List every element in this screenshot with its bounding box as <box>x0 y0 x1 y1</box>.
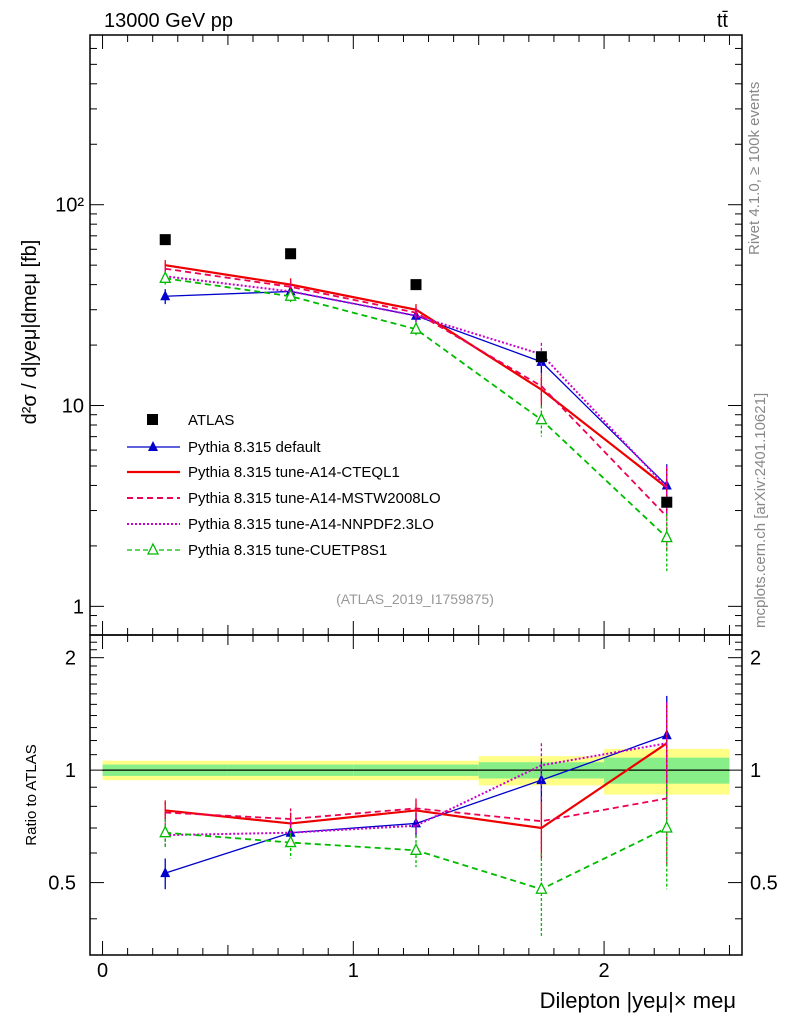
axis-layer: 1 10 10² 0.5 0.5 1 1 2 2 0 1 2 <box>48 34 778 982</box>
legend-mstw-label: Pythia 8.315 tune-A14-MSTW2008LO <box>188 490 441 507</box>
atlas-point-1 <box>285 248 297 260</box>
legend-cteql1-label: Pythia 8.315 tune-A14-CTEQL1 <box>188 464 400 481</box>
series-4-main-line <box>165 277 668 539</box>
xtick-label-0: 0 <box>97 960 108 982</box>
legend-atlas-label: ATLAS <box>188 412 234 429</box>
ratio-ytick-label-left-2: 2 <box>65 648 76 670</box>
legend: ATLAS Pythia 8.315 default Pythia 8.315 … <box>127 412 441 559</box>
series-3-main-line <box>165 275 668 489</box>
energy-label: 13000 GeV pp <box>104 10 233 32</box>
legend-cuetp8s1-marker <box>146 542 160 555</box>
atlas-point-2 <box>410 279 422 291</box>
data-layer <box>102 234 730 936</box>
main-y-axis-label: d²σ / d|yeμ|dmeμ [fb] <box>19 240 41 425</box>
ratio-plot-frame <box>89 634 743 956</box>
atlas-point-4 <box>661 496 673 508</box>
ratio-ytick-label-left-0: 0.5 <box>48 873 76 895</box>
series-4-main-point-3 <box>535 412 548 425</box>
series-4-ratio-point-2 <box>409 842 423 855</box>
series-4-main-point-2 <box>409 321 423 334</box>
atlas-point-0 <box>159 234 171 246</box>
series-4-ratio-point-0 <box>159 825 172 838</box>
series-4-ratio-point-1 <box>284 835 297 848</box>
legend-nnpdf-label: Pythia 8.315 tune-A14-NNPDF2.3LO <box>188 516 434 533</box>
series-4-ratio-point-3 <box>535 881 548 894</box>
analysis-label: (ATLAS_2019_I1759875) <box>336 591 494 607</box>
process-label: tt̄ <box>717 10 729 32</box>
atlas-point-3 <box>535 351 547 363</box>
ratio-ytick-label-right-1: 1 <box>750 760 761 782</box>
rivet-version-label: Rivet 4.1.0, ≥ 100k events <box>746 82 763 255</box>
series-4-main-point-1 <box>284 288 297 301</box>
series-0-main-point-0 <box>160 290 171 301</box>
series-4-main-point-0 <box>159 270 172 283</box>
series-4-main-point-4 <box>660 530 673 543</box>
xtick-label-2: 2 <box>599 960 610 982</box>
ratio-ytick-label-right-0: 0.5 <box>750 873 778 895</box>
x-axis-label: Dilepton |yeμ|× meμ <box>540 988 736 1013</box>
legend-cuetp8s1-label: Pythia 8.315 tune-CUETP8S1 <box>188 542 387 559</box>
ratio-ytick-label-left-1: 1 <box>65 760 76 782</box>
ratio-ytick-label-right-2: 2 <box>750 648 761 670</box>
main-ytick-label-0: 1 <box>73 596 84 618</box>
series-4-ratio-point-4 <box>660 820 673 833</box>
main-ytick-label-2: 10² <box>55 195 84 217</box>
legend-default-marker <box>148 441 158 451</box>
ratio-y-axis-label: Ratio to ATLAS <box>23 744 40 845</box>
xtick-label-1: 1 <box>348 960 359 982</box>
legend-atlas-marker <box>147 414 158 425</box>
series-2-ratio-line <box>165 797 667 823</box>
series-0-ratio-point-0 <box>160 867 171 878</box>
series-3-ratio-line <box>165 742 667 837</box>
legend-default-label: Pythia 8.315 default <box>188 439 321 456</box>
main-ytick-label-1: 10 <box>62 396 84 418</box>
mcplots-label: mcplots.cern.ch [arXiv:2401.10621] <box>752 393 769 628</box>
